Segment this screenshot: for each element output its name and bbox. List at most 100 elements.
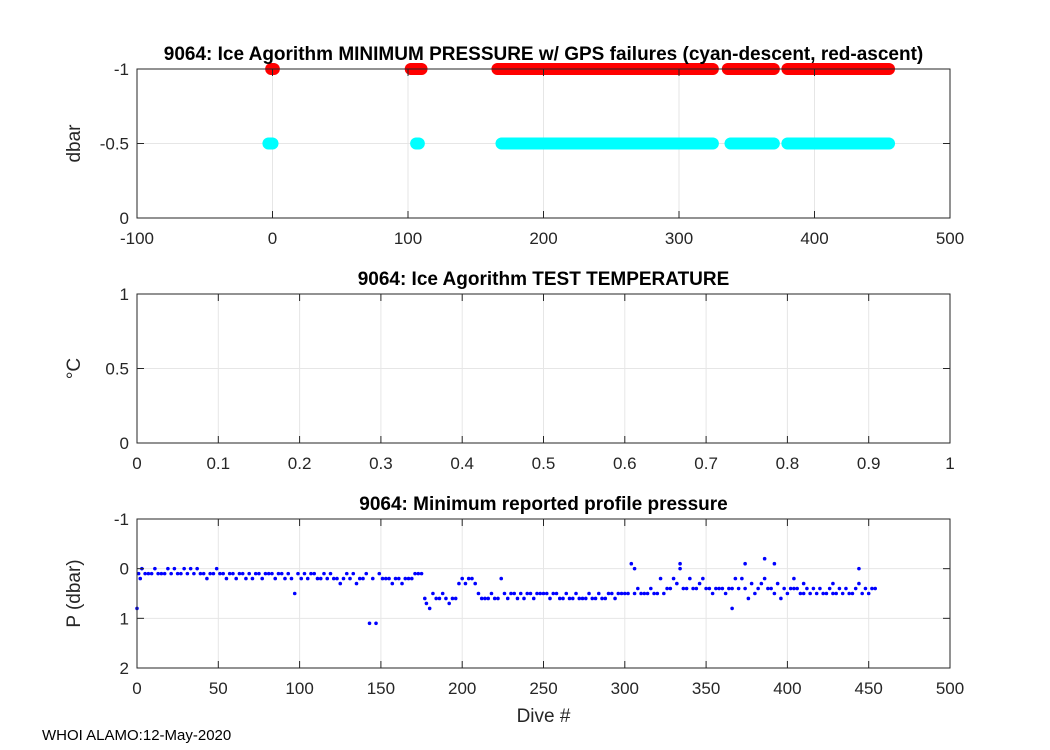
- data-point: [645, 591, 650, 596]
- data-point: [824, 591, 829, 596]
- data-point: [354, 581, 359, 586]
- data-point: [266, 137, 279, 150]
- data-point: [606, 591, 611, 596]
- data-point: [746, 596, 751, 601]
- x-tick-label: 0.6: [613, 454, 637, 473]
- data-point: [240, 571, 245, 576]
- data-point: [483, 596, 487, 601]
- chart-title: 9064: Ice Agorithm MINIMUM PRESSURE w/ G…: [164, 44, 924, 65]
- data-point: [596, 591, 601, 596]
- data-point: [580, 596, 585, 601]
- x-tick-label: 350: [692, 679, 720, 698]
- x-tick-label: 300: [665, 229, 693, 248]
- data-point: [658, 576, 663, 581]
- data-point: [296, 571, 300, 576]
- data-point: [675, 581, 679, 586]
- x-tick-label: 400: [800, 229, 828, 248]
- data-point: [740, 576, 744, 581]
- data-point: [837, 586, 842, 591]
- data-point: [574, 591, 578, 596]
- data-point: [720, 586, 725, 591]
- y-axis-label: P (dbar): [64, 559, 85, 627]
- data-point: [798, 591, 803, 596]
- x-tick-label: 300: [611, 679, 639, 698]
- data-point: [447, 601, 451, 606]
- data-point: [814, 591, 819, 596]
- data-point: [811, 586, 816, 591]
- x-tick-label: 200: [529, 229, 557, 248]
- data-point: [390, 581, 395, 586]
- data-point: [766, 586, 770, 591]
- data-point: [492, 596, 497, 601]
- data-point: [260, 576, 265, 581]
- chart-3: 0 50 100 150 200 250 300 350 400 450 500 -1 0 1 2 9064:…: [64, 494, 964, 727]
- data-point: [600, 596, 604, 601]
- data-point: [412, 137, 425, 150]
- data-point: [406, 576, 411, 581]
- data-point: [185, 571, 190, 576]
- data-point: [831, 591, 835, 596]
- data-point: [266, 571, 271, 576]
- data-point: [840, 591, 845, 596]
- data-point: [457, 581, 461, 586]
- data-point: [850, 591, 855, 596]
- data-point: [821, 591, 825, 596]
- data-point: [419, 571, 424, 576]
- data-point: [231, 571, 235, 576]
- data-point: [146, 571, 151, 576]
- data-point: [270, 571, 274, 576]
- data-point: [502, 591, 507, 596]
- data-point: [583, 596, 588, 601]
- x-tick-label: 0.2: [288, 454, 312, 473]
- x-tick-label: 0: [268, 229, 277, 248]
- data-point: [762, 576, 767, 581]
- x-tick-label: 1: [945, 454, 954, 473]
- data-point: [531, 596, 536, 601]
- data-point: [198, 571, 203, 576]
- data-point: [570, 596, 575, 601]
- data-point: [496, 596, 500, 601]
- data-point: [512, 591, 517, 596]
- data-point: [357, 576, 362, 581]
- data-point: [762, 556, 767, 561]
- data-point: [649, 586, 653, 591]
- data-point: [795, 586, 799, 591]
- data-point: [322, 571, 326, 576]
- x-tick-label: 400: [773, 679, 801, 698]
- data-point: [374, 621, 378, 626]
- data-point: [681, 586, 686, 591]
- data-point: [192, 571, 196, 576]
- data-point: [315, 576, 320, 581]
- data-point: [380, 576, 385, 581]
- data-point: [554, 591, 559, 596]
- data-point: [522, 596, 526, 601]
- data-point: [211, 571, 216, 576]
- data-point: [710, 591, 715, 596]
- data-point: [834, 591, 838, 596]
- series-1: [135, 556, 878, 626]
- data-point: [424, 601, 429, 606]
- data-point: [453, 596, 458, 601]
- data-point: [665, 586, 669, 591]
- data-point: [214, 566, 219, 571]
- x-tick-label: 200: [448, 679, 476, 698]
- data-point: [138, 576, 143, 581]
- data-point: [182, 566, 186, 571]
- data-point: [466, 576, 471, 581]
- data-point: [159, 571, 164, 576]
- y-tick-label: 1: [120, 609, 129, 628]
- data-point: [541, 591, 546, 596]
- data-point: [538, 591, 543, 596]
- data-point: [153, 566, 157, 571]
- y-tick-label: 0.5: [105, 360, 129, 379]
- data-point: [593, 596, 598, 601]
- data-point: [351, 571, 356, 576]
- data-point: [779, 596, 783, 601]
- x-tick-label: 500: [936, 229, 964, 248]
- data-point: [370, 576, 375, 581]
- data-point: [499, 576, 504, 581]
- data-point: [736, 586, 741, 591]
- data-point: [305, 576, 310, 581]
- data-point: [805, 586, 809, 591]
